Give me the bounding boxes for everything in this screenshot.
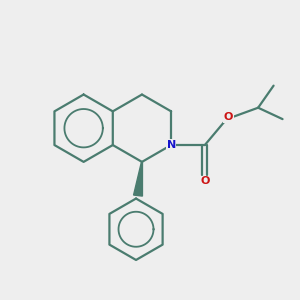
- Text: O: O: [224, 112, 233, 122]
- Text: N: N: [167, 140, 176, 150]
- Text: O: O: [200, 176, 209, 186]
- Polygon shape: [134, 162, 142, 196]
